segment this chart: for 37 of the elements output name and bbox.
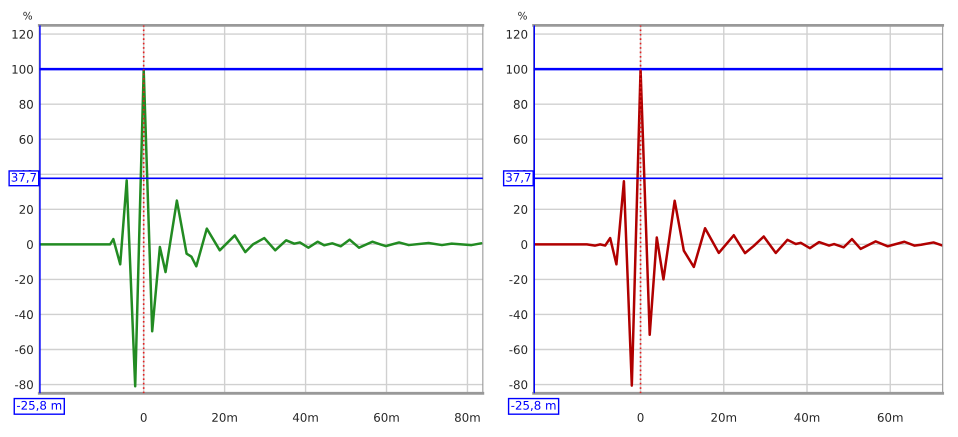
y-tick-label: 80: [20, 100, 33, 109]
x-tick-label: 40m: [292, 412, 318, 422]
ref-line-label: 37,7: [506, 172, 531, 183]
x-tick-label: 0: [140, 412, 147, 422]
x-tick-label: 40m: [794, 412, 820, 422]
y-tick-label: -80: [15, 380, 33, 390]
ref-line-label: -25,8 m: [16, 400, 62, 411]
ref-line-label: -25,8 m: [511, 400, 556, 411]
x-tick-label: 0: [638, 412, 644, 422]
y-tick-label: 0: [26, 240, 33, 250]
y-tick-label: 120: [506, 30, 528, 39]
x-tick-label: 60m: [374, 412, 399, 422]
y-tick-label: -40: [15, 310, 33, 320]
y-tick-label: -60: [15, 345, 33, 354]
y-tick-label: 60: [20, 134, 33, 144]
y-tick-label: 60: [514, 134, 528, 144]
ref-line-label: 37,7: [12, 172, 36, 183]
y-tick-label: 20: [20, 205, 33, 214]
line-series: [534, 68, 943, 387]
y-axis-title: %: [23, 12, 32, 20]
y-tick-label: 100: [12, 64, 33, 74]
line-series: [39, 68, 482, 388]
y-tick-label: 80: [514, 100, 528, 109]
x-tick-label: 60m: [878, 412, 902, 422]
y-tick-label: 120: [12, 30, 33, 39]
y-tick-label: 0: [521, 240, 528, 250]
x-tick-label: 20m: [212, 412, 237, 422]
x-tick-label: 20m: [711, 412, 736, 422]
x-tick-label: 80m: [454, 412, 480, 422]
y-tick-label: -20: [509, 275, 528, 284]
y-tick-label: -20: [15, 275, 33, 284]
y-tick-label: -60: [509, 345, 528, 354]
y-axis-title: %: [518, 12, 527, 20]
y-tick-label: -80: [509, 380, 528, 390]
y-tick-label: 100: [506, 64, 528, 74]
y-tick-label: 20: [514, 205, 528, 214]
y-tick-label: -40: [509, 310, 528, 320]
